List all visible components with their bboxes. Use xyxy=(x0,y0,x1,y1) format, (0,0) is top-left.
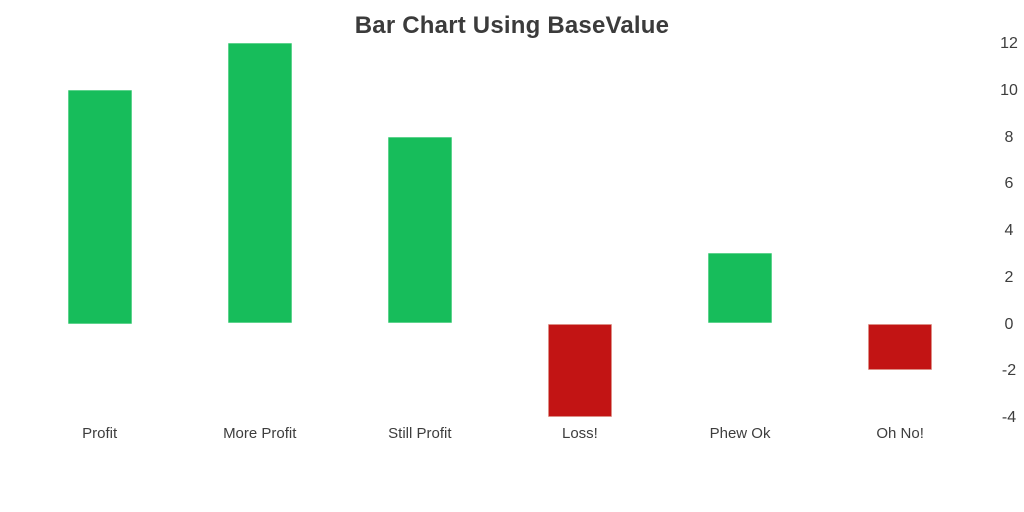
y-tick-neg-2: -2 xyxy=(1001,362,1017,380)
y-tick-10: 10 xyxy=(1000,82,1018,99)
x-label-profit: Profit xyxy=(82,425,118,442)
x-label-loss: Loss! xyxy=(562,425,598,442)
bar-more-profit xyxy=(227,43,292,324)
bar-oh-no xyxy=(868,323,933,371)
chart-title: Bar Chart Using BaseValue xyxy=(354,12,670,39)
y-tick-0: 0 xyxy=(1004,315,1014,333)
x-label-more-profit: More Profit xyxy=(223,425,297,442)
y-tick-12: 12 xyxy=(1000,35,1018,53)
x-label-oh-no: Oh No! xyxy=(876,425,924,442)
bar-profit xyxy=(67,90,132,324)
y-tick-2: 2 xyxy=(1004,268,1014,286)
bar-phew-ok xyxy=(708,253,773,324)
bar-still-profit xyxy=(387,136,452,324)
y-tick-8: 8 xyxy=(1004,128,1014,146)
x-label-still-profit: Still Profit xyxy=(388,425,452,442)
bar-loss xyxy=(547,323,612,417)
y-tick-6: 6 xyxy=(1004,175,1014,193)
y-tick-neg-4: -4 xyxy=(1001,408,1017,426)
x-label-phew-ok: Phew Ok xyxy=(709,425,771,442)
y-tick-4: 4 xyxy=(1004,222,1014,240)
